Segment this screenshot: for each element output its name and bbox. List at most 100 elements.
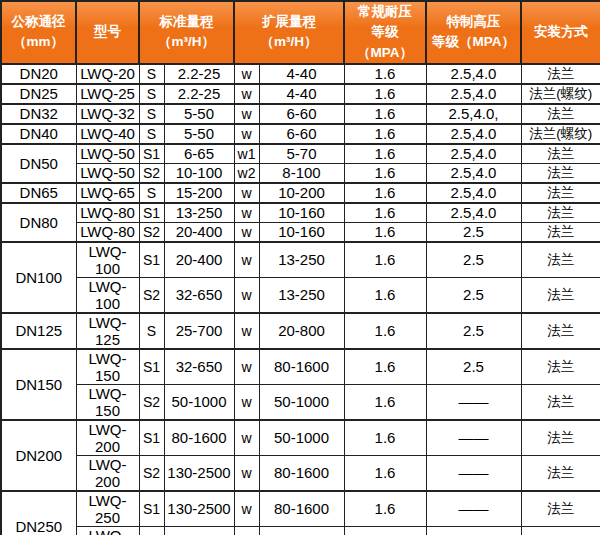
- cell-extended-range: 50-1000: [259, 384, 344, 420]
- cell-nominal-diameter: DN150: [1, 349, 76, 420]
- cell-model: LWQ-80: [76, 222, 139, 242]
- cell-model: LWQ-25: [76, 84, 139, 104]
- table-header: 公称通径 （mm） 型号 标准量程 （m³/H） 扩展量程 （m³/H） 常规耐…: [1, 1, 600, 64]
- cell-installation: 法兰: [521, 526, 600, 535]
- cell-standard-range: 50-1000: [164, 384, 234, 420]
- cell-standard-range: 80-1600: [164, 420, 234, 456]
- table-row: LWQ-200S2130-2500w80-16001.6——法兰: [1, 455, 600, 491]
- cell-standard-range-code: S2: [139, 163, 164, 183]
- cell-nominal-diameter: DN20: [1, 64, 76, 84]
- table-row: LWQ-50S210-100w28-1001.62.5,4.0法兰: [1, 163, 600, 183]
- cell-model: LWQ-125: [76, 313, 139, 349]
- cell-installation: 法兰: [521, 64, 600, 84]
- cell-standard-range: 130-2500: [164, 491, 234, 527]
- table-row: LWQ-100S232-650w13-2501.62.5法兰: [1, 277, 600, 313]
- cell-extended-range: 10-160: [259, 222, 344, 242]
- cell-standard-range-code: S: [139, 183, 164, 203]
- header-installation-method: 安装方式: [521, 1, 600, 64]
- cell-extended-range: 130-2500: [259, 526, 344, 535]
- cell-nominal-diameter: DN250: [1, 491, 76, 535]
- cell-nominal-diameter: DN50: [1, 144, 76, 183]
- cell-high-pressure: 2.5,4.0: [426, 203, 521, 223]
- cell-standard-range: 32-650: [164, 277, 234, 313]
- cell-high-pressure: 2.5,4.0: [426, 144, 521, 164]
- cell-extended-range-code: w: [234, 420, 259, 456]
- table-row: DN200LWQ-200S180-1600w50-10001.6——法兰: [1, 420, 600, 456]
- cell-normal-pressure: 1.6: [344, 222, 426, 242]
- cell-normal-pressure: 1.6: [344, 84, 426, 104]
- cell-extended-range-code: w: [234, 313, 259, 349]
- cell-nominal-diameter: DN125: [1, 313, 76, 349]
- cell-extended-range: 10-200: [259, 183, 344, 203]
- cell-nominal-diameter: DN100: [1, 242, 76, 313]
- cell-extended-range: 6-60: [259, 124, 344, 144]
- cell-standard-range: 32-650: [164, 349, 234, 385]
- cell-normal-pressure: 1.6: [344, 455, 426, 491]
- cell-standard-range: 200-4000: [164, 526, 234, 535]
- cell-extended-range-code: w: [234, 384, 259, 420]
- cell-high-pressure: 2.5: [426, 313, 521, 349]
- table-row: LWQ-80S220-400w10-1601.62.5法兰: [1, 222, 600, 242]
- cell-installation: 法兰: [521, 384, 600, 420]
- cell-nominal-diameter: DN25: [1, 84, 76, 104]
- cell-standard-range-code: S1: [139, 144, 164, 164]
- cell-standard-range: 2.2-25: [164, 64, 234, 84]
- cell-high-pressure: ——: [426, 491, 521, 527]
- cell-high-pressure: 2.5,4.0: [426, 124, 521, 144]
- cell-model: LWQ-200: [76, 420, 139, 456]
- cell-model: LWQ-40: [76, 124, 139, 144]
- cell-normal-pressure: 1.6: [344, 384, 426, 420]
- header-special-high-pressure-rating: 特制高压 等级（MPA）: [426, 1, 521, 64]
- header-standard-range: 标准量程 （m³/H）: [139, 1, 234, 64]
- cell-extended-range-code: w: [234, 183, 259, 203]
- cell-extended-range-code: w1: [234, 144, 259, 164]
- table-row: DN65LWQ-65S15-200w10-2001.62.5,4.0法兰: [1, 183, 600, 203]
- cell-normal-pressure: 1.6: [344, 104, 426, 124]
- cell-nominal-diameter: DN65: [1, 183, 76, 203]
- cell-high-pressure: 2.5: [426, 349, 521, 385]
- cell-extended-range-code: w2: [234, 163, 259, 183]
- cell-nominal-diameter: DN40: [1, 124, 76, 144]
- cell-extended-range: 10-160: [259, 203, 344, 223]
- cell-nominal-diameter: DN200: [1, 420, 76, 491]
- table-body: DN20LWQ-20S2.2-25w4-401.62.5,4.0法兰DN25LW…: [1, 64, 600, 535]
- table-row: LWQ-150S250-1000w50-10001.6——法兰: [1, 384, 600, 420]
- cell-standard-range-code: S: [139, 313, 164, 349]
- table-row: LWQ-250S2200-4000w1130-25001.6——法兰: [1, 526, 600, 535]
- header-model: 型号: [76, 1, 139, 64]
- cell-high-pressure: ——: [426, 420, 521, 456]
- cell-installation: 法兰: [521, 242, 600, 278]
- cell-standard-range-code: S2: [139, 222, 164, 242]
- cell-high-pressure: 2.5: [426, 242, 521, 278]
- spec-table-wrapper: 公称通径 （mm） 型号 标准量程 （m³/H） 扩展量程 （m³/H） 常规耐…: [0, 0, 600, 535]
- cell-model: LWQ-65: [76, 183, 139, 203]
- cell-normal-pressure: 1.6: [344, 183, 426, 203]
- table-row: DN250LWQ-250S1130-2500w80-16001.6——法兰: [1, 491, 600, 527]
- cell-high-pressure: 2.5: [426, 277, 521, 313]
- cell-extended-range-code: w: [234, 64, 259, 84]
- cell-standard-range: 130-2500: [164, 455, 234, 491]
- cell-standard-range-code: S1: [139, 420, 164, 456]
- cell-installation: 法兰: [521, 491, 600, 527]
- cell-extended-range: 8-100: [259, 163, 344, 183]
- cell-extended-range: 13-250: [259, 242, 344, 278]
- cell-normal-pressure: 1.6: [344, 124, 426, 144]
- cell-model: LWQ-200: [76, 455, 139, 491]
- cell-extended-range-code: w: [234, 491, 259, 527]
- table-row: DN32LWQ-32S5-50w6-601.62.5,4.0,法兰: [1, 104, 600, 124]
- cell-extended-range-code: w: [234, 84, 259, 104]
- cell-model: LWQ-150: [76, 349, 139, 385]
- cell-normal-pressure: 1.6: [344, 144, 426, 164]
- cell-installation: 法兰: [521, 163, 600, 183]
- table-row: DN25LWQ-25S2.2-25w4-401.62.5,4.0法兰(螺纹): [1, 84, 600, 104]
- cell-standard-range: 15-200: [164, 183, 234, 203]
- cell-standard-range-code: S: [139, 84, 164, 104]
- cell-extended-range-code: w1: [234, 526, 259, 535]
- cell-normal-pressure: 1.6: [344, 526, 426, 535]
- cell-extended-range-code: w: [234, 124, 259, 144]
- table-row: DN40LWQ-40S5-50w6-601.62.5,4.0法兰(螺纹): [1, 124, 600, 144]
- table-row: DN80LWQ-80S113-250w10-1601.62.5,4.0法兰: [1, 203, 600, 223]
- cell-extended-range: 13-250: [259, 277, 344, 313]
- table-row: DN125LWQ-125S25-700w20-8001.62.5法兰: [1, 313, 600, 349]
- cell-installation: 法兰: [521, 455, 600, 491]
